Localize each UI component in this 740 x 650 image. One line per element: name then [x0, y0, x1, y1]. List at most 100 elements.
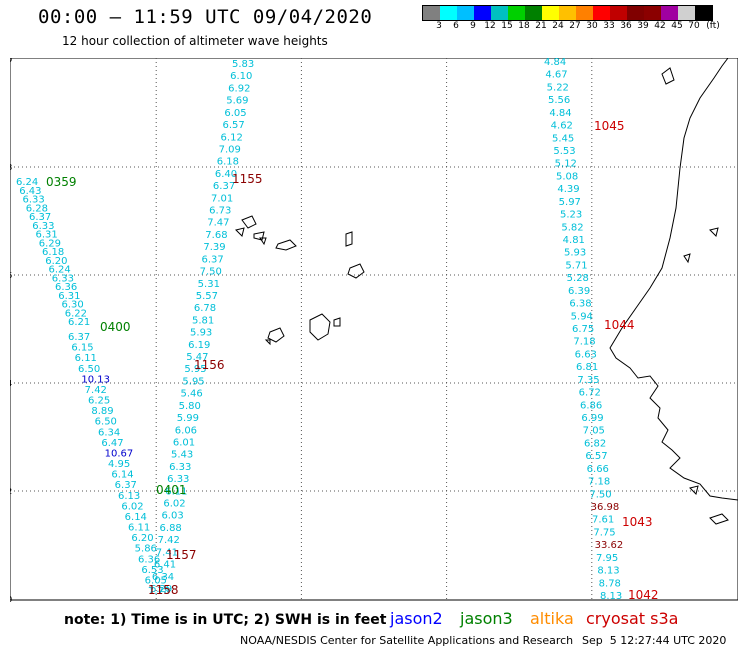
track-alpha-value: 5.86	[135, 544, 157, 555]
coastal-islet	[683, 253, 691, 264]
coastline	[235, 58, 738, 525]
scale-swatch	[678, 6, 695, 20]
map-gridlines	[10, 58, 738, 600]
track-beta-value: 5.81	[192, 315, 214, 326]
track-alpha-value: 6.37	[29, 212, 51, 223]
track-gamma-value: 7.50	[589, 489, 611, 500]
track-alpha-value: 6.47	[101, 438, 123, 449]
island	[259, 237, 267, 246]
lat-tick-label: 14	[10, 379, 12, 388]
track-alpha-value: 6.50	[95, 417, 117, 428]
scale-swatch	[661, 6, 678, 20]
track-beta-value: 7.01	[211, 193, 233, 204]
track-alpha-value: 6.02	[121, 501, 143, 512]
track-beta-value: 6.03	[161, 511, 183, 522]
track-alpha-value: 4.95	[108, 459, 130, 470]
track-gamma-value: 4.39	[557, 184, 579, 195]
island	[275, 239, 297, 251]
track-alpha-value: 7.78	[148, 586, 170, 597]
track-beta-value: 6.06	[175, 425, 197, 436]
track-alpha-value: 6.36	[55, 282, 77, 293]
coastal-islet	[709, 513, 729, 525]
track-alpha-value: 6.28	[26, 203, 48, 214]
track-gamma-value: 5.97	[559, 197, 581, 208]
track-beta-value: 6.29	[150, 584, 172, 595]
track-alpha-value: 6.43	[19, 186, 41, 197]
track-alpha-value: 6.31	[36, 230, 58, 241]
track-alpha-value: 6.33	[52, 273, 74, 284]
track-alpha-value: 6.33	[32, 221, 54, 232]
scale-label: 39	[637, 21, 649, 31]
track-gamma-value: 4.84	[544, 58, 566, 68]
track-beta-value: 6.33	[169, 462, 191, 473]
scale-swatch	[525, 6, 542, 20]
track-gamma-value: 5.23	[560, 210, 582, 221]
lat-tick-label: 20	[10, 58, 12, 64]
lat-tick-label: 10	[10, 595, 12, 602]
track-beta-value: 6.73	[209, 206, 231, 217]
track-gamma-value: 4.62	[551, 121, 573, 132]
scale-label: 42	[654, 21, 666, 31]
generation-timestamp: Sep 5 12:27:44 UTC 2020	[582, 634, 727, 647]
track-beta-value: 5.80	[179, 401, 201, 412]
scale-swatch	[508, 6, 525, 20]
track-alpha-value: 6.05	[145, 575, 167, 586]
track-gamma-value: 5.71	[565, 260, 587, 271]
map-frame	[10, 58, 738, 601]
track-alpha-value: 6.11	[128, 523, 150, 534]
track-gamma-value: 7.18	[588, 477, 610, 488]
track-beta-value: 7.47	[207, 218, 229, 229]
track-gamma-value: 7.05	[583, 426, 605, 437]
track-alpha-value: 6.20	[131, 533, 153, 544]
track-gamma-value: 6.66	[587, 464, 609, 475]
map-subtitle: 12 hour collection of altimeter wave hei…	[62, 34, 328, 48]
island	[309, 313, 331, 341]
scale-label: 36	[620, 21, 632, 31]
scale-swatch	[542, 6, 559, 20]
track-alpha-value: 10.13	[81, 374, 110, 385]
track-alpha-value: 6.29	[39, 238, 61, 249]
track-gamma-value: 5.22	[547, 82, 569, 93]
track-beta-value: 5.31	[198, 279, 220, 290]
track-beta-value: 6.92	[228, 83, 250, 94]
track-gamma-value: 5.56	[548, 95, 570, 106]
scale-swatch	[474, 6, 491, 20]
track-alpha-value: 10.67	[105, 448, 134, 459]
track-gamma-value: 6.81	[576, 362, 598, 373]
scale-label: 6	[453, 21, 459, 31]
map-title: 00:00 – 11:59 UTC 09/04/2020	[38, 6, 373, 28]
track-alpha-value: 6.24	[49, 265, 71, 276]
track-beta-value: 7.68	[205, 230, 227, 241]
scale-label: 33	[603, 21, 615, 31]
island	[241, 215, 257, 229]
africa-coastline	[609, 58, 738, 501]
coastal-islet	[661, 67, 675, 85]
scale-label: 27	[569, 21, 581, 31]
track-alpha-value: 6.37	[68, 332, 90, 343]
track-beta-value: 6.34	[152, 572, 174, 583]
scale-label: 9	[470, 21, 476, 31]
scale-label: 15	[501, 21, 513, 31]
island	[235, 227, 245, 237]
scale-swatch	[644, 6, 661, 20]
track-alpha-value: 6.30	[62, 300, 84, 311]
track-alpha-value: 6.21	[68, 317, 90, 328]
track-gamma-value: 7.18	[573, 337, 595, 348]
track-beta-value: 5.99	[177, 413, 199, 424]
time-label: 1158	[148, 583, 179, 597]
scale-label: 30	[586, 21, 598, 31]
track-gamma-value: 5.28	[567, 273, 589, 284]
track-alpha-value: 6.34	[98, 427, 120, 438]
track-gamma-value: 5.53	[553, 146, 575, 157]
scale-swatch	[457, 6, 474, 20]
track-alpha-value: 6.33	[23, 195, 45, 206]
time-label: 0359	[46, 175, 77, 189]
scale-swatch	[593, 6, 610, 20]
track-beta-value: 7.41	[156, 547, 178, 558]
track-alpha-value: 6.31	[58, 291, 80, 302]
track-gamma-value: 7.61	[592, 515, 614, 526]
track-alpha-value: 6.15	[71, 343, 93, 354]
track-gamma-value: 6.72	[579, 388, 601, 399]
track-beta-value: 6.02	[163, 499, 185, 510]
scale-label: (ft)	[706, 21, 720, 31]
